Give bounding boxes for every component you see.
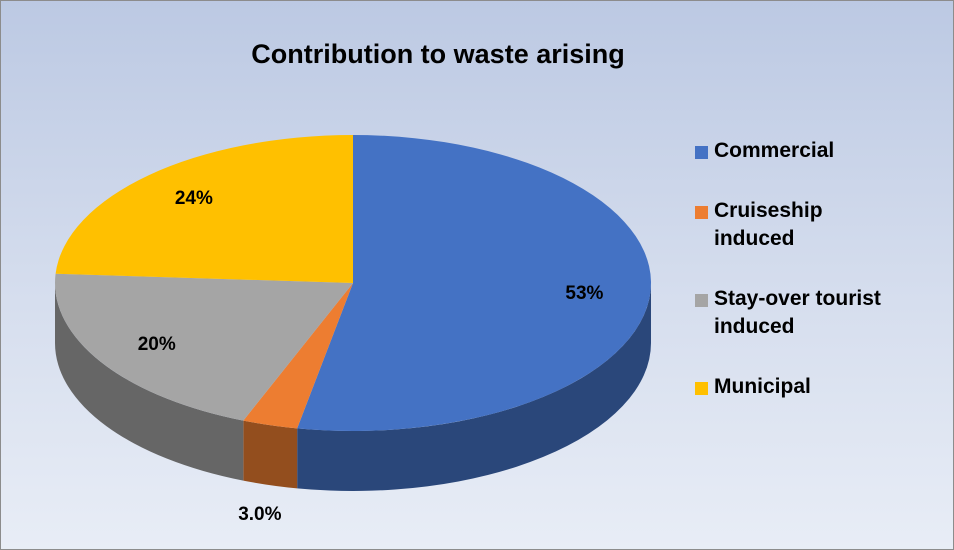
legend-item: Municipal xyxy=(695,373,899,401)
legend: Commercial Cruiseship induced Stay-over to… xyxy=(695,137,899,401)
legend-item: Cruiseship induced xyxy=(695,197,899,253)
legend-label: Stay-over tourist induced xyxy=(714,287,881,338)
pie-top xyxy=(55,135,353,283)
pie-slice xyxy=(55,273,354,481)
pie-slice xyxy=(243,283,353,489)
pie-top xyxy=(55,273,354,421)
data-label: 53% xyxy=(565,283,603,304)
pie-side xyxy=(297,283,651,491)
legend-swatch xyxy=(695,146,708,159)
pie-side xyxy=(55,283,244,481)
legend-label: Cruiseship induced xyxy=(714,199,823,250)
data-label: 20% xyxy=(138,334,176,355)
chart-title: Contribution to waste arising xyxy=(251,39,625,69)
pie-top xyxy=(297,135,651,431)
pie-slice xyxy=(55,135,353,283)
legend-swatch xyxy=(695,382,708,395)
pie-side xyxy=(243,420,298,489)
pie-top xyxy=(243,283,353,429)
legend-swatch xyxy=(695,294,708,307)
legend-item: Stay-over tourist induced xyxy=(695,285,899,341)
legend-label: Commercial xyxy=(714,139,835,162)
pie-slice xyxy=(297,135,651,491)
data-label: 3.0% xyxy=(238,504,281,525)
legend-swatch xyxy=(695,206,708,219)
legend-item: Commercial xyxy=(695,137,899,165)
data-label: 24% xyxy=(175,188,213,209)
legend-label: Municipal xyxy=(714,375,811,398)
